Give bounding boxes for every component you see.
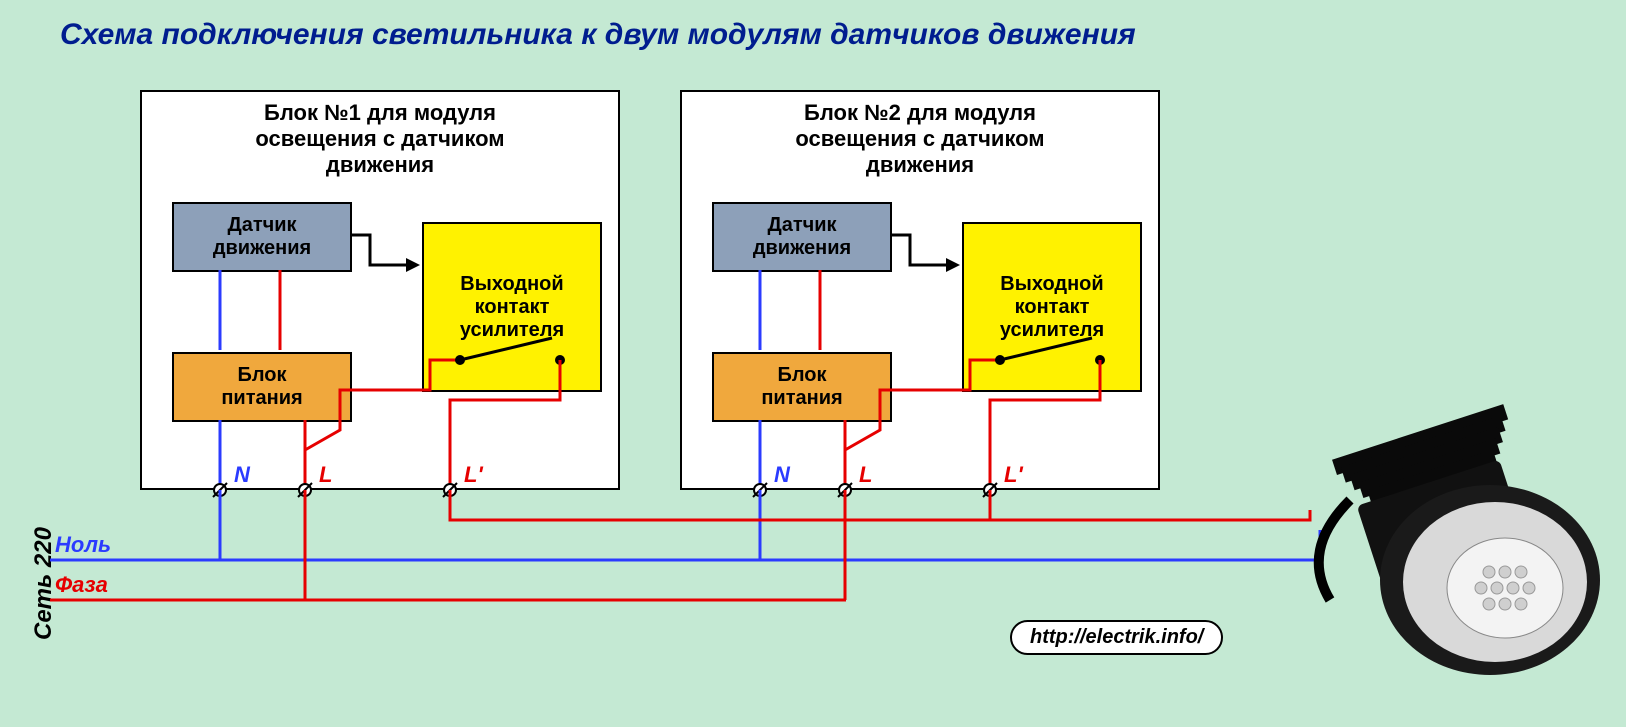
module-1-box: Блок №1 для модуля освещения с датчиком … bbox=[140, 90, 620, 490]
module-2-terminal-n: N bbox=[774, 462, 790, 488]
module-2-box: Блок №2 для модуля освещения с датчиком … bbox=[680, 90, 1160, 490]
module-2-title: Блок №2 для модуля освещения с датчиком … bbox=[682, 100, 1158, 178]
module-1-terminal-n: N bbox=[234, 462, 250, 488]
module-2-terminal-l: L bbox=[859, 462, 872, 488]
module-2-amp: Выходной контакт усилителя bbox=[962, 222, 1142, 392]
neutral-label: Ноль bbox=[55, 532, 111, 558]
module-1-title: Блок №1 для модуля освещения с датчиком … bbox=[142, 100, 618, 178]
module-2-sensor: Датчик движения bbox=[712, 202, 892, 272]
module-1-sensor: Датчик движения bbox=[172, 202, 352, 272]
module-1-psu: Блок питания bbox=[172, 352, 352, 422]
diagram-title: Схема подключения светильника к двум мод… bbox=[60, 18, 1136, 52]
phase-label: Фаза bbox=[55, 572, 108, 598]
module-1-amp: Выходной контакт усилителя bbox=[422, 222, 602, 392]
mains-label: Сеть 220 bbox=[30, 527, 58, 640]
diagram-canvas: Схема подключения светильника к двум мод… bbox=[0, 0, 1626, 727]
module-1-terminal-lp: L' bbox=[464, 462, 483, 488]
source-url: http://electrik.info/ bbox=[1010, 620, 1223, 655]
module-2-terminal-lp: L' bbox=[1004, 462, 1023, 488]
module-1-terminal-l: L bbox=[319, 462, 332, 488]
module-2-psu: Блок питания bbox=[712, 352, 892, 422]
